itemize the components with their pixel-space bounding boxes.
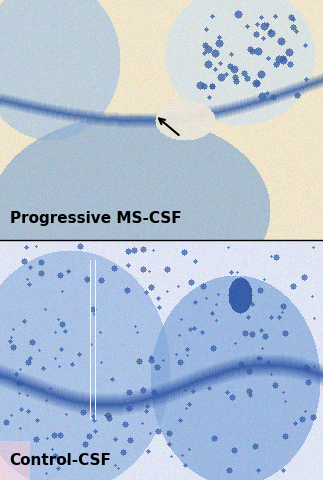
Text: Progressive MS-CSF: Progressive MS-CSF: [10, 211, 181, 226]
Text: Control-CSF: Control-CSF: [10, 453, 111, 468]
